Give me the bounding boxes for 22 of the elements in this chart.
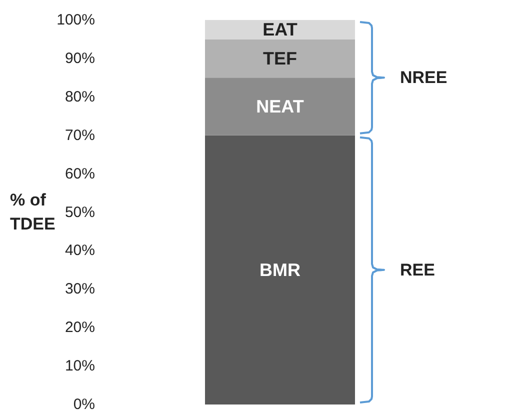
y-axis-title: % of TDEE [10, 190, 56, 234]
y-tick-label: 70% [64, 126, 95, 144]
y-tick-label: 90% [64, 50, 95, 67]
y-tick-label: 50% [64, 204, 95, 221]
series-label: TEF [263, 48, 297, 68]
y-tick-label: 20% [64, 319, 95, 336]
bar [205, 78, 355, 136]
series-label: BMR [260, 260, 300, 280]
bar [205, 39, 355, 78]
text: NREE [400, 68, 448, 88]
bar [205, 135, 355, 404]
y-tick-label: 80% [64, 88, 95, 106]
y-tick-label: 60% [64, 165, 95, 182]
series-label: EAT [262, 20, 298, 40]
series-label: NEAT [256, 96, 304, 117]
y-tick-label: 0% [73, 396, 95, 412]
y-tick-label: 30% [64, 280, 95, 298]
y-tick-label: 100% [56, 12, 95, 28]
bar [205, 20, 355, 40]
y-tick-label: 10% [64, 358, 95, 375]
y-tick-label: 40% [64, 242, 95, 260]
text: REE [400, 260, 435, 280]
